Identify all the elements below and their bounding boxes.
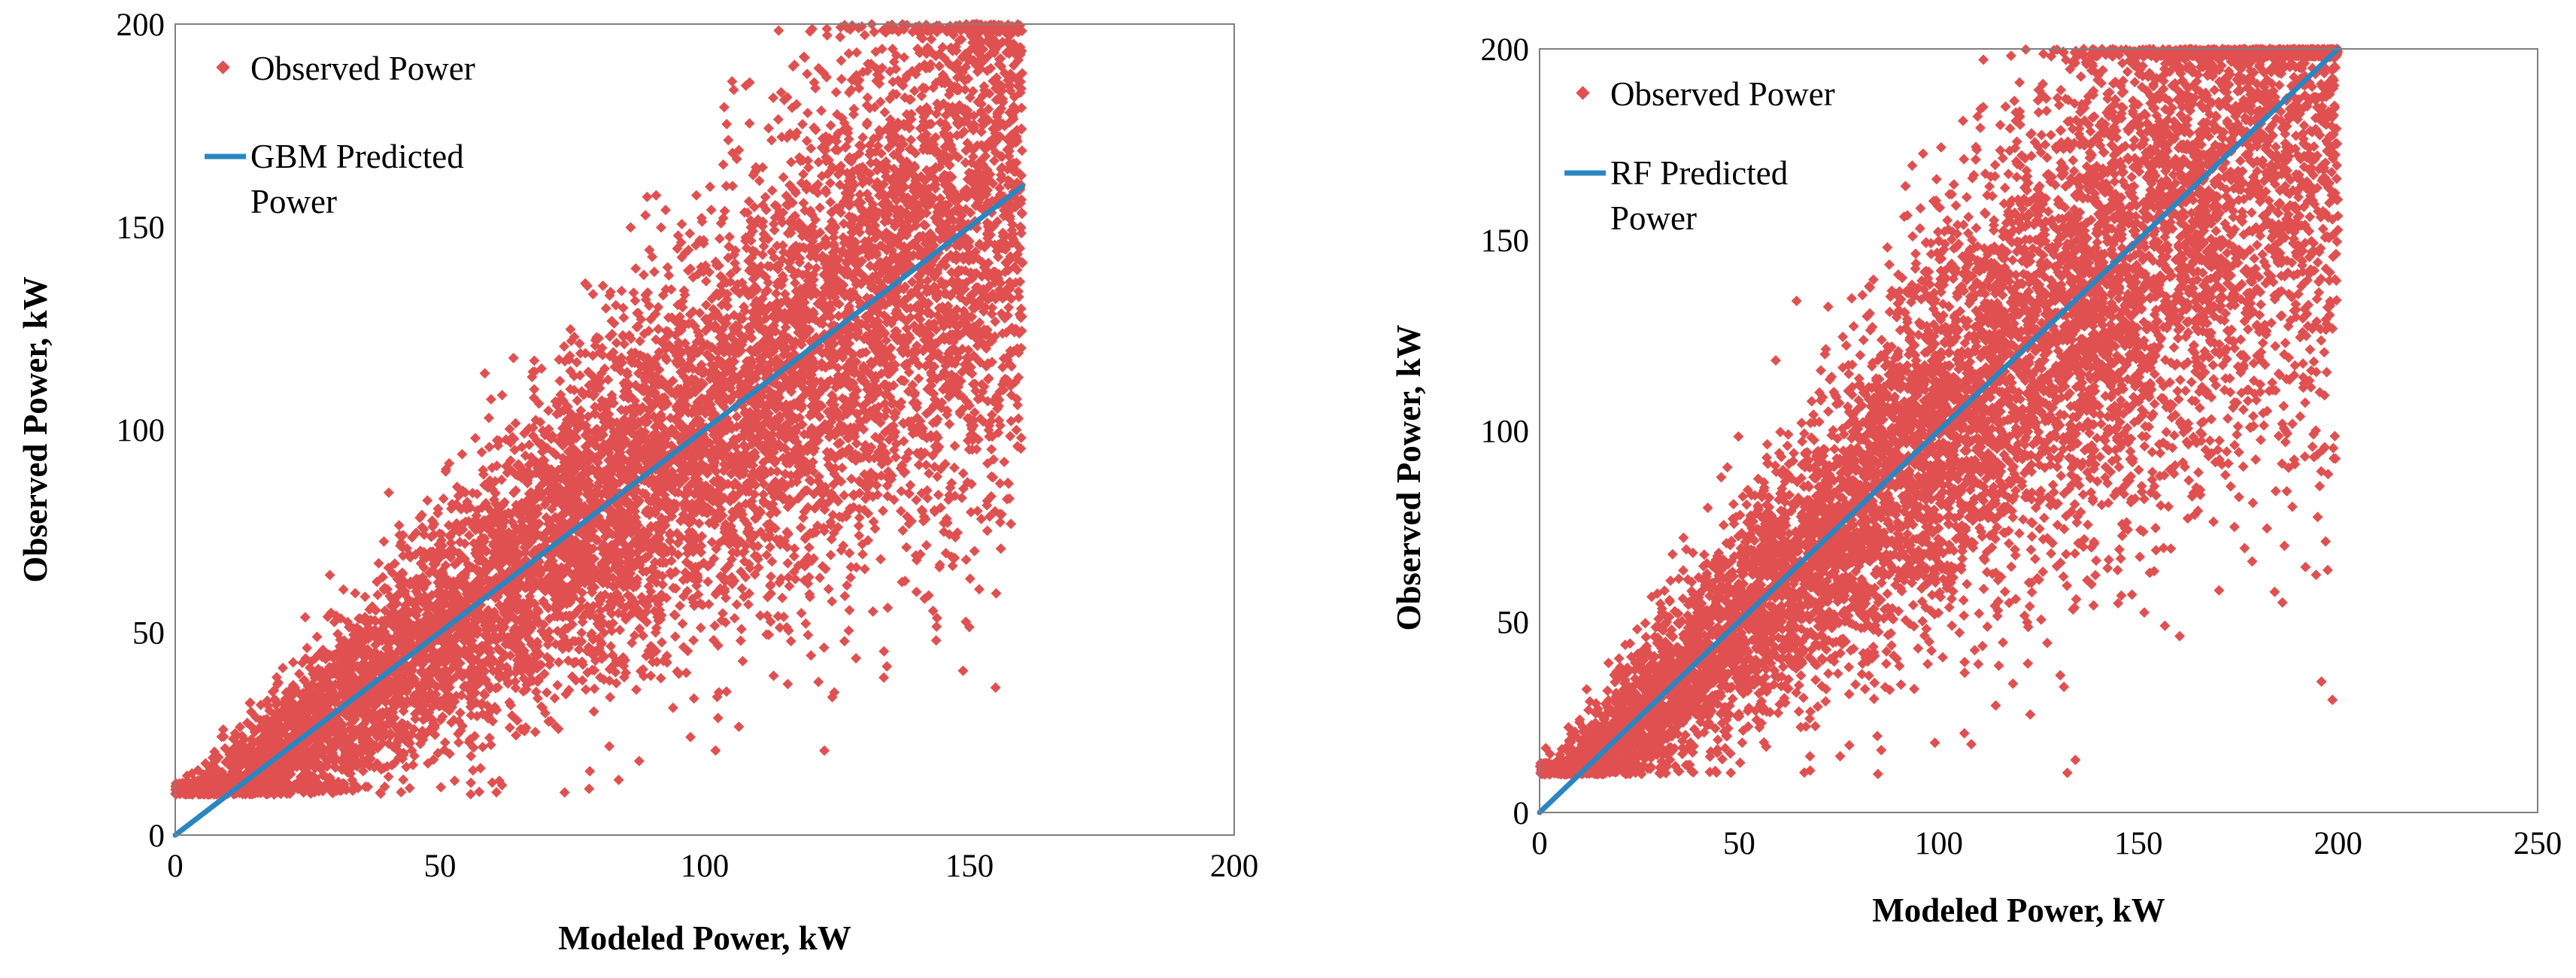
gbm-chart: 0 50 100 150 200 0 50 100 150 200 Modeled Power,… xyxy=(17,8,1258,957)
gbm-x-tick-labels: 0 50 100 150 200 xyxy=(167,849,1258,884)
rf-x-tick-label: 100 xyxy=(1915,826,1964,861)
rf-y-tick-labels: 0 50 100 150 200 xyxy=(1481,32,1530,831)
rf-legend-predicted-line2: Power xyxy=(1610,199,1697,237)
rf-predicted-line xyxy=(1537,46,2341,816)
gbm-x-tick-label: 100 xyxy=(681,849,730,884)
gbm-legend: Observed Power GBM Predicted Power xyxy=(205,50,475,220)
gbm-x-tick-label: 50 xyxy=(424,849,457,884)
gbm-y-axis-label: Observed Power, kW xyxy=(17,276,54,582)
rf-x-tick-label: 200 xyxy=(2314,826,2362,861)
gbm-plot-area xyxy=(174,23,1235,836)
rf-x-tick-label: 150 xyxy=(2114,826,2163,861)
rf-x-tick-label: 250 xyxy=(2514,826,2562,861)
rf-x-axis-label: Modeled Power, kW xyxy=(1872,891,2165,929)
rf-plot-area xyxy=(1539,48,2538,813)
rf-chart: 0 50 100 150 200 250 0 50 100 150 200 Modeled Pow… xyxy=(1390,32,2562,929)
rf-y-tick-label: 50 xyxy=(1497,605,1529,640)
rf-y-tick-label: 100 xyxy=(1481,415,1530,450)
gbm-x-tick-label: 200 xyxy=(1210,849,1259,884)
gbm-legend-predicted-line2: Power xyxy=(250,183,337,220)
gbm-x-axis-label: Modeled Power, kW xyxy=(558,919,851,957)
rf-x-tick-labels: 0 50 100 150 200 250 xyxy=(1531,826,2562,861)
gbm-y-tick-label: 0 xyxy=(149,819,165,854)
gbm-y-tick-label: 100 xyxy=(117,413,165,448)
rf-legend: Observed Power RF Predicted Power xyxy=(1564,75,1835,237)
gbm-predicted-line xyxy=(172,184,1025,838)
gbm-y-tick-label: 150 xyxy=(117,211,165,246)
gbm-x-tick-label: 0 xyxy=(167,849,184,884)
gbm-y-tick-label: 200 xyxy=(117,8,165,43)
gbm-observed-points xyxy=(170,19,1028,800)
rf-x-tick-label: 50 xyxy=(1723,826,1755,861)
gbm-y-tick-label: 50 xyxy=(132,616,165,651)
rf-observed-points xyxy=(1534,44,2344,780)
rf-x-tick-label: 0 xyxy=(1531,826,1548,861)
rf-y-axis-label: Observed Power, kW xyxy=(1390,324,1428,630)
gbm-y-tick-labels: 0 50 100 150 200 xyxy=(117,8,165,854)
rf-y-tick-label: 150 xyxy=(1481,223,1530,259)
rf-legend-predicted-line1: RF Predicted xyxy=(1610,154,1788,192)
gbm-legend-marker xyxy=(216,60,230,74)
gbm-legend-predicted-line1: GBM Predicted xyxy=(250,138,464,175)
rf-y-tick-label: 0 xyxy=(1513,796,1530,831)
gbm-legend-observed: Observed Power xyxy=(250,50,475,87)
gbm-x-tick-label: 150 xyxy=(945,849,994,884)
gbm-observed-point-cloud xyxy=(170,19,1028,800)
rf-observed-point-cloud xyxy=(1534,44,2344,780)
rf-y-tick-label: 200 xyxy=(1481,32,1530,68)
rf-legend-marker xyxy=(1576,86,1590,100)
rf-legend-observed: Observed Power xyxy=(1610,75,1835,113)
